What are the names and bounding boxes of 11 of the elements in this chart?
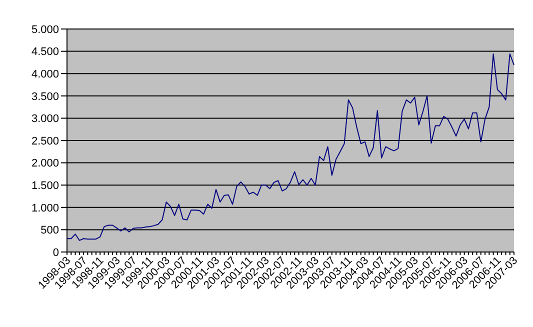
y-tick-label: 3.500 [31,90,59,103]
y-tick-label: 5.000 [31,24,59,36]
y-tick-label: 4.000 [31,68,59,81]
y-tick-label: 0 [52,246,59,259]
y-tick-label: 500 [40,224,59,237]
y-tick-label: 4.500 [31,46,59,58]
y-tick-label: 1.000 [31,202,59,214]
y-tick-label: 2.000 [31,158,59,170]
y-tick-label: 1.500 [31,180,59,192]
y-tick-label: 3.000 [31,113,59,126]
y-tick-label: 2.500 [31,135,59,148]
